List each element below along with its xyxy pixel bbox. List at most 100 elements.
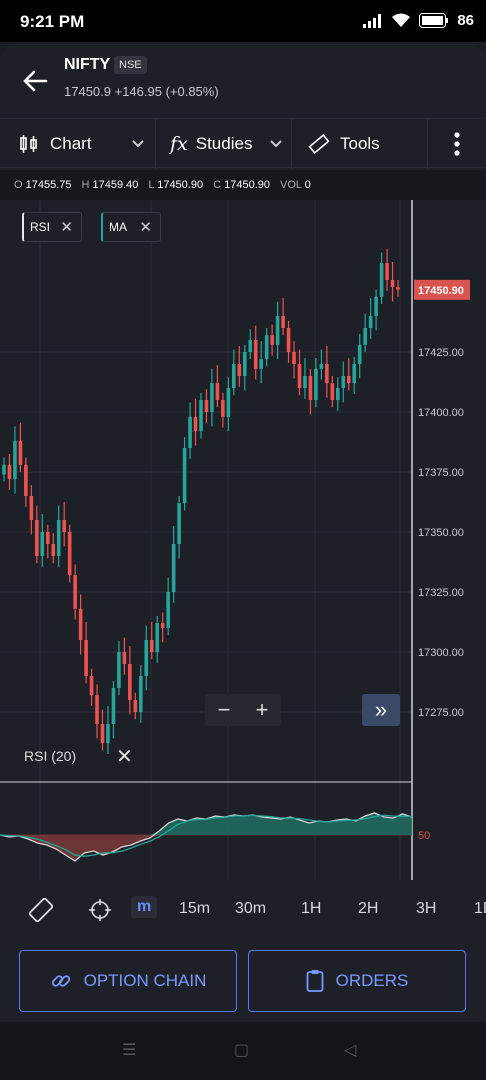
candle-body [111,688,116,724]
candle-body [374,296,378,316]
candle-body [51,544,56,556]
price-chart[interactable]: 17425.00 17400.00 17375.00 17350.00 17325.00… [0,200,486,880]
timeframe-2h[interactable]: 2H [358,900,379,917]
option-chain-button[interactable]: OPTION CHAIN [19,950,237,1012]
signal-icon [363,13,382,28]
rsi-chip-label: RSI [30,220,51,234]
candle-body [149,640,154,652]
price-tick-label: 17300.00 [418,647,464,659]
candle-body [133,700,138,712]
candle-body [155,623,160,652]
candle-body [346,376,351,384]
candle-body [385,263,389,280]
rsi-pane-label: RSI (20) [24,748,77,764]
price-tick-label: 17275.00 [418,707,464,719]
timeframe-3h[interactable]: 3H [416,900,437,917]
candle-body [204,400,209,412]
candle-body [330,383,335,400]
candle-body [177,503,181,544]
crosshair-icon[interactable] [88,898,112,922]
close-icon[interactable]: ✕ [60,219,73,236]
candle-body [259,359,263,369]
timeframe-bar: m 15m 30m 1H 2H 3H 1D [0,890,486,930]
close-icon[interactable]: ✕ [139,219,152,236]
candle-body [242,352,247,376]
candle-body [35,520,39,556]
candle-body [89,676,94,696]
candle-body [210,383,214,412]
candle-body [45,532,50,544]
candle-body [248,340,253,352]
timeframe-1h[interactable]: 1H [301,900,322,917]
rsi-level-label: 50 [418,830,430,842]
more-menu-button[interactable] [428,119,486,169]
scroll-to-latest-button[interactable]: » [362,694,400,726]
candle-body [18,440,23,465]
candle-body [117,652,121,688]
candle-body [281,316,285,328]
candle-body [62,520,66,532]
candle-body [314,368,318,400]
candle-body [128,664,132,700]
candle-body [215,383,220,400]
status-bar: 9:21 PM 86 [0,0,486,42]
candle-body [297,364,302,388]
rotate-screen-icon[interactable] [28,897,54,923]
chart-label: Chart [50,134,92,153]
rsi-chip[interactable]: RSI ✕ [22,212,82,242]
ohlc-high: H 17459.40 [81,179,139,191]
timeframe-30m[interactable]: 30m [235,900,267,917]
chart-toolbar: Chart fx Studies Tools [0,118,486,169]
studies-button[interactable]: fx Studies [156,119,292,169]
wifi-icon [392,13,411,27]
home-icon[interactable]: ▢ [234,1042,250,1059]
candle-body [292,352,296,364]
candle-body [100,724,105,744]
candle-body [264,335,269,360]
chevron-down-icon [270,140,282,148]
candle-body [56,520,61,556]
price-tick-label: 17325.00 [418,587,464,599]
timeframe-1d[interactable]: 1D [474,900,486,917]
close-icon[interactable]: ✕ [116,746,133,768]
candle-body [275,316,280,345]
timeframe-m[interactable]: m [131,896,158,918]
link-icon [51,975,70,987]
chevron-down-icon [132,140,144,148]
candle-body [139,676,143,712]
last-price-tag [414,279,470,300]
candle-body [270,335,274,345]
candle-body [390,280,395,288]
orders-button[interactable]: ORDERS [248,950,466,1012]
candle-body [352,364,357,384]
back-arrow-icon[interactable] [20,66,50,96]
candle-body [84,640,88,676]
candle-body [253,340,258,369]
candle-body [237,364,242,376]
zoom-controls: − + [205,694,281,726]
chart-type-button[interactable]: Chart [0,119,156,169]
timeframe-15m[interactable]: 15m [179,900,211,917]
candle-body [368,316,373,328]
more-vertical-icon [454,132,460,156]
action-buttons: OPTION CHAIN ORDERS [0,950,486,1012]
status-time: 9:21 PM [20,12,85,31]
zoom-in-button[interactable]: + [255,697,269,722]
zoom-out-button[interactable]: − [217,697,231,722]
chart-background [0,200,486,880]
candle-body [67,532,72,576]
candle-body [182,448,187,504]
candle-body [396,287,400,290]
ma-chip[interactable]: MA ✕ [101,212,161,242]
tools-button[interactable]: Tools [292,119,428,169]
candle-body [73,575,77,609]
candle-body [171,544,176,592]
candle-body [144,640,149,676]
ohlc-close: C 17450.90 [213,179,270,191]
back-icon[interactable]: ◁ [344,1042,357,1059]
candle-body [232,364,236,388]
candle-body [106,724,110,744]
price-tick-label: 17375.00 [418,467,464,479]
recents-icon[interactable]: ☰ [122,1042,137,1059]
